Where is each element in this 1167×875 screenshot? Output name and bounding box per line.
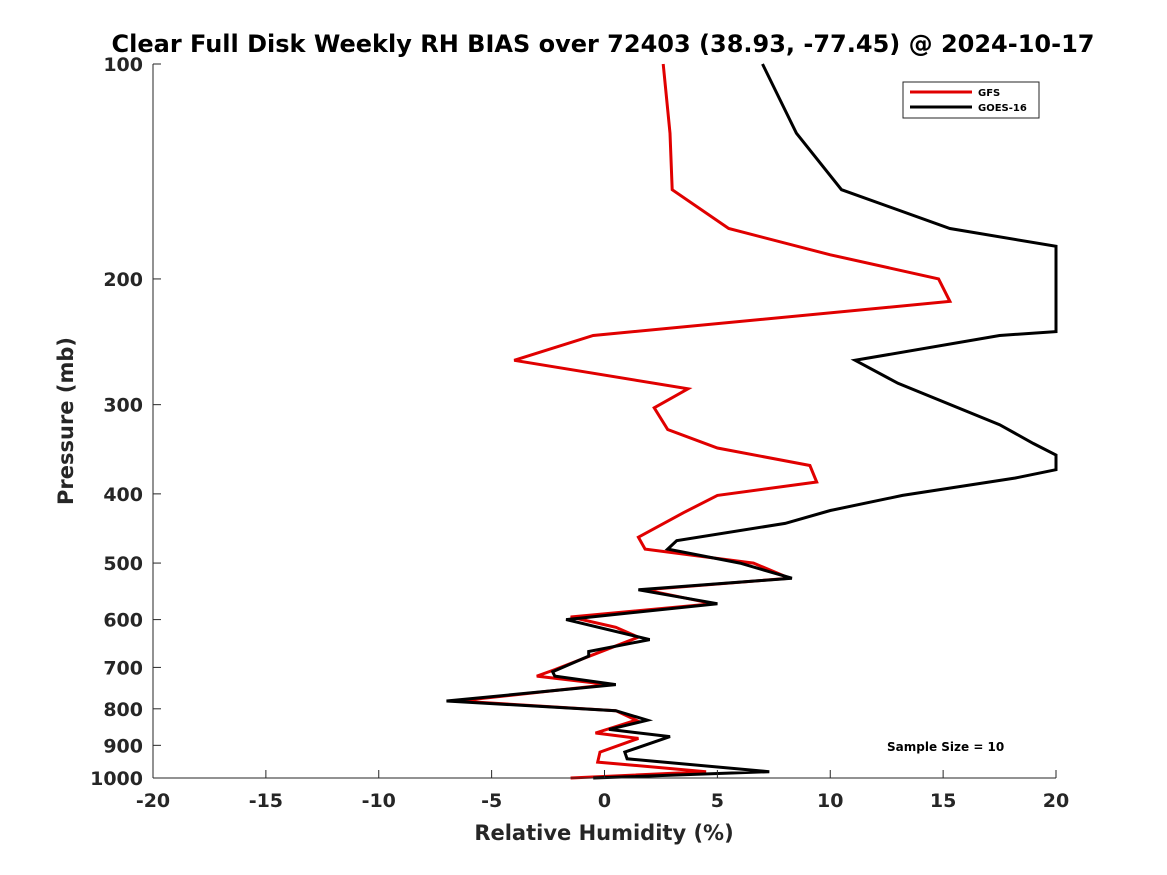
series-layer <box>446 63 1058 780</box>
legend: GFS GOES-16 <box>902 81 1040 119</box>
x-tick-label: 15 <box>930 790 956 812</box>
x-tick-label: -15 <box>249 790 283 812</box>
x-tick-label: 0 <box>598 790 611 812</box>
sample-size-annotation: Sample Size = 10 <box>887 740 1004 754</box>
y-tick-label: 500 <box>103 553 143 575</box>
y-tick-label: 800 <box>103 699 143 721</box>
y-tick-label: 700 <box>103 657 143 679</box>
x-axis-label: Relative Humidity (%) <box>474 821 733 845</box>
y-tick-label: 200 <box>103 269 143 291</box>
series-line-goes-16 <box>446 63 1058 780</box>
y-tick-label: 600 <box>103 610 143 632</box>
y-tick-label: 1000 <box>90 768 143 790</box>
legend-label-gfs: GFS <box>978 88 1000 99</box>
x-tick-label: -20 <box>136 790 170 812</box>
y-tick-label: 100 <box>103 54 143 76</box>
chart-title: Clear Full Disk Weekly RH BIAS over 7240… <box>112 30 1095 58</box>
x-tick-label: -5 <box>481 790 502 812</box>
y-ticks: 100 200 300 400 500 600 700 800 900 1000 <box>90 54 161 790</box>
y-axis-label: Pressure (mb) <box>54 337 78 505</box>
legend-box <box>902 81 1040 119</box>
y-tick-label: 400 <box>103 484 143 506</box>
x-tick-label: 10 <box>817 790 843 812</box>
y-tick-label: 300 <box>103 395 143 417</box>
y-tick-label: 900 <box>103 735 143 757</box>
x-tick-label: 20 <box>1043 790 1069 812</box>
series-line-gfs <box>457 63 953 780</box>
x-ticks: -20 -15 -10 -5 0 5 10 15 20 <box>136 770 1069 812</box>
x-tick-label: 5 <box>711 790 724 812</box>
plot-area <box>153 64 1056 778</box>
x-tick-label: -10 <box>362 790 396 812</box>
legend-label-goes-16: GOES-16 <box>978 103 1027 114</box>
